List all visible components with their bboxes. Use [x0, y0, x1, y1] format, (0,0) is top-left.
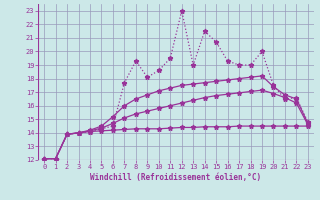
X-axis label: Windchill (Refroidissement éolien,°C): Windchill (Refroidissement éolien,°C): [91, 173, 261, 182]
